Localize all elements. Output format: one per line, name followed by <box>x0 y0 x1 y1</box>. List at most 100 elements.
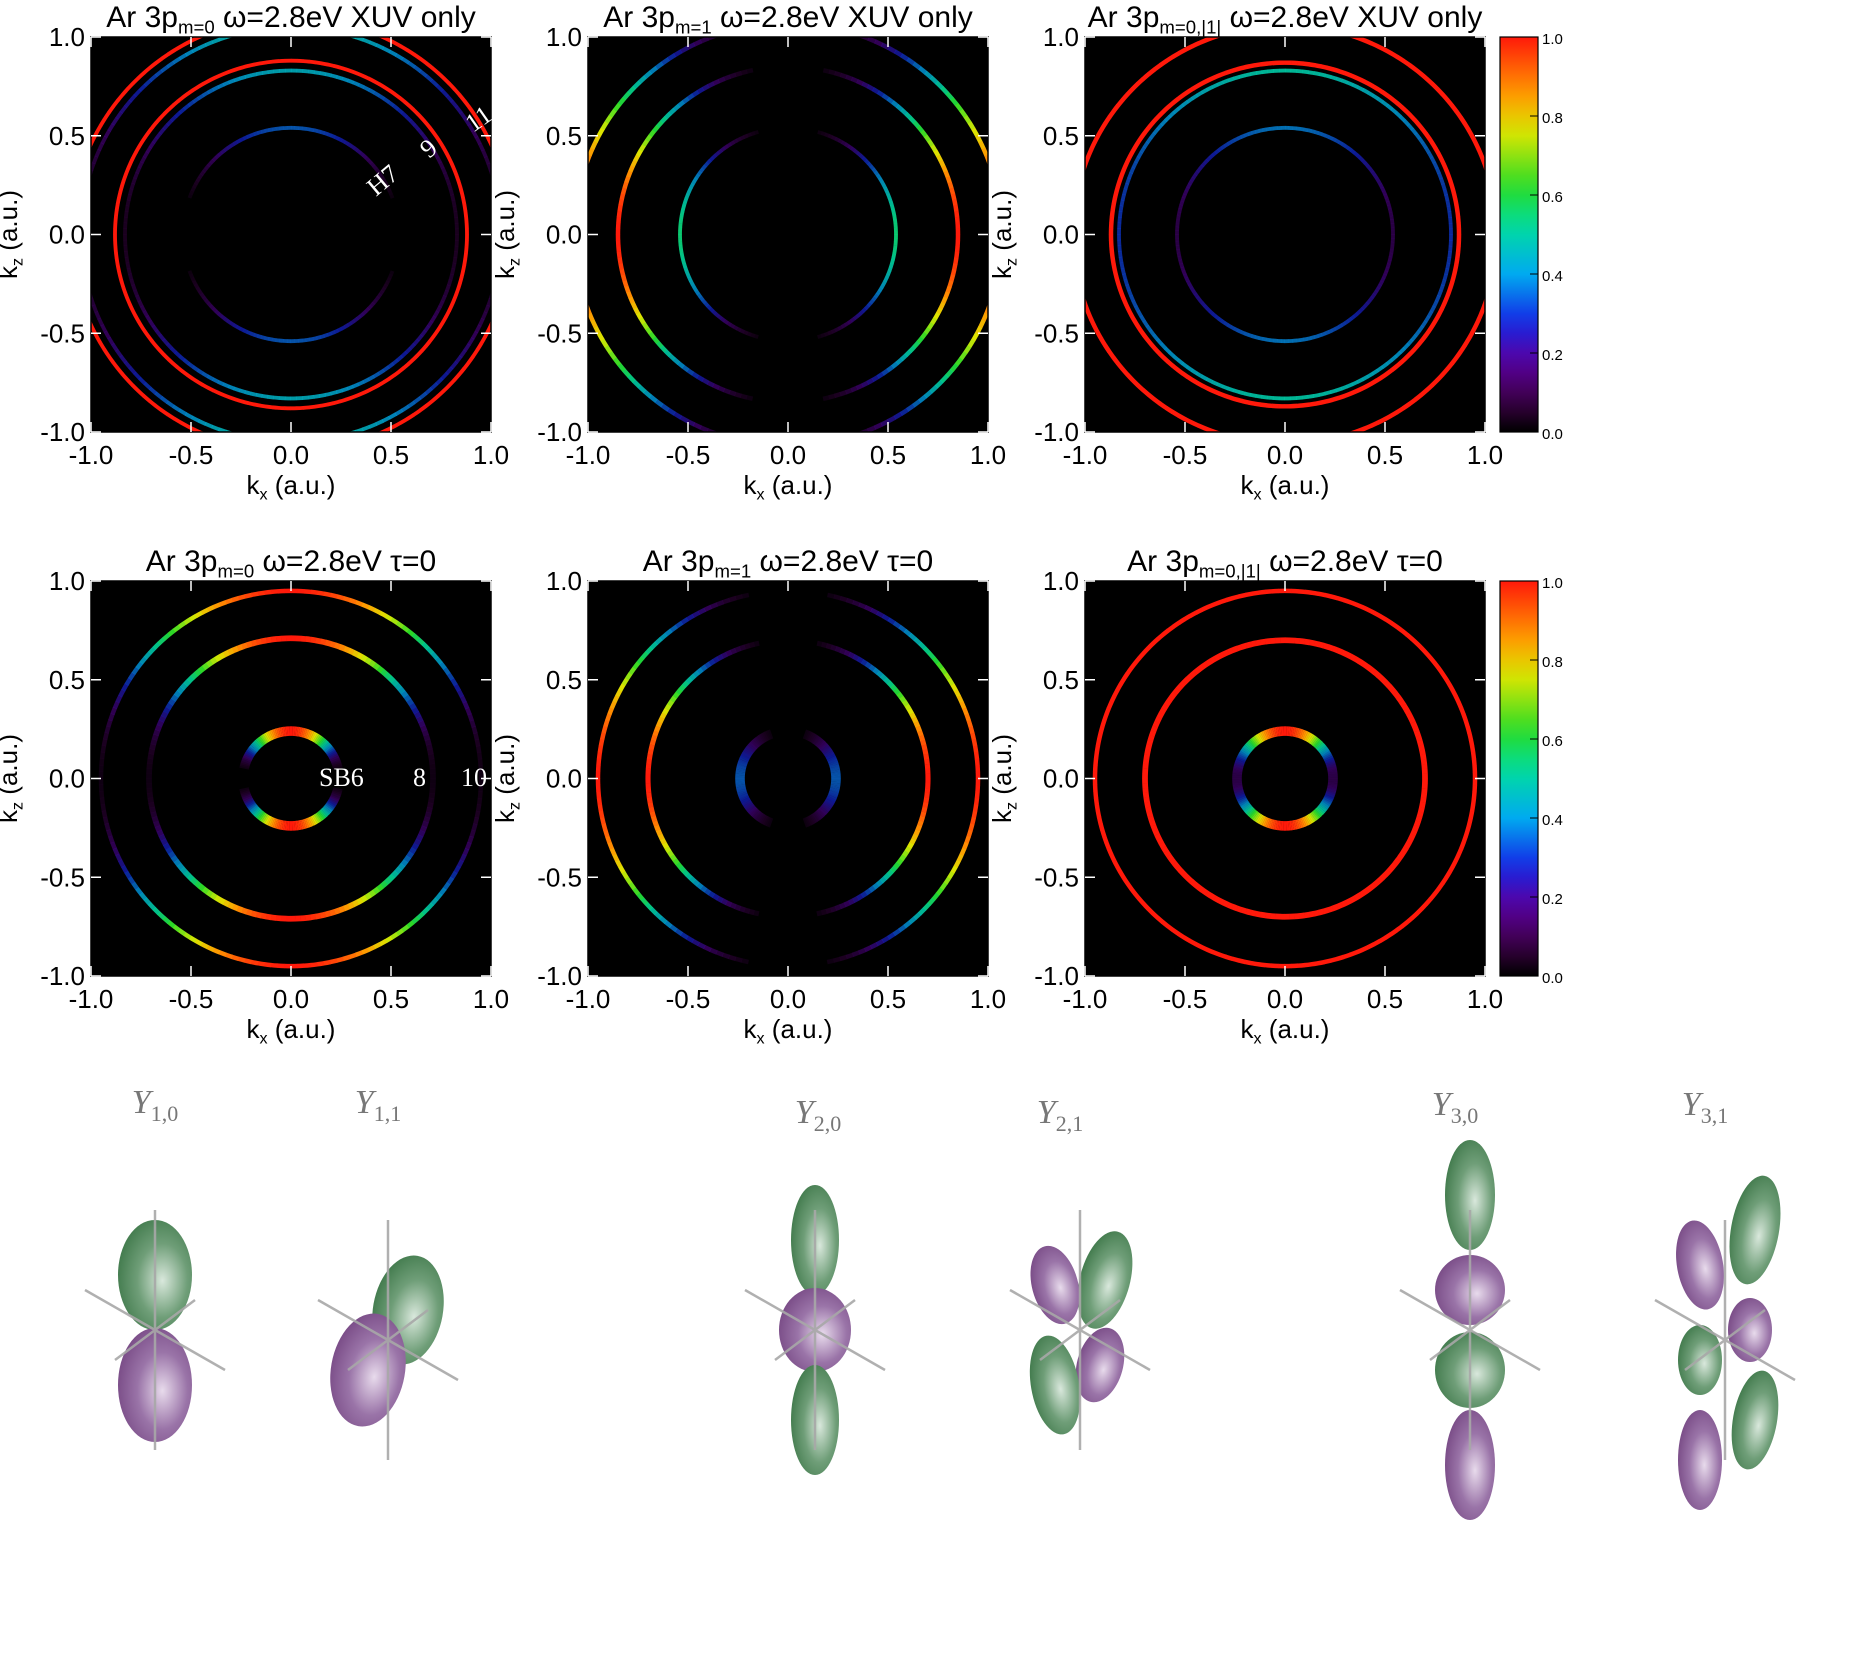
ring-10 <box>1092 588 1478 969</box>
y-tick-label: 0.0 <box>49 220 85 250</box>
harmonic-label: Y3,1 <box>1682 1086 1728 1128</box>
ring-8 <box>146 635 436 922</box>
annotation-label: 8 <box>413 763 426 792</box>
x-tick-label: 0.0 <box>273 984 309 1014</box>
y-tick-label: -1.0 <box>537 961 582 991</box>
colorbar-gradient <box>1499 580 1539 977</box>
axis-ticks: -1.0 -0.5 0.0 0.5 1.0 -1.0 -0.5 0.0 0.5 1.0 <box>537 566 1006 1014</box>
plot-background <box>1085 37 1485 432</box>
x-tick-label: 0.0 <box>273 440 309 470</box>
coordinate-axes <box>744 1210 886 1450</box>
colorbar-2: 1.0 0.8 0.6 0.4 0.2 0.0 <box>1499 575 1563 987</box>
x-tick-label: 0.5 <box>1367 984 1403 1014</box>
y-tick-label: -1.0 <box>1034 417 1079 447</box>
x-tick-label: -0.5 <box>666 440 711 470</box>
green-lobe <box>1731 1370 1779 1470</box>
ring-9 <box>123 68 459 401</box>
x-axis-label: kx (a.u.) <box>1241 1014 1330 1048</box>
ring-outer-2 <box>113 58 469 411</box>
x-tick-label: -0.5 <box>1163 440 1208 470</box>
x-axis-label: kx (a.u.) <box>247 470 336 504</box>
y-tick-label: -1.0 <box>537 417 582 447</box>
purple-lobe <box>1030 1245 1080 1325</box>
panel-1: -1.0 -0.5 0.0 0.5 1.0 -1.0 -0.5 0.0 0.5 1.0 Ar 3pm… <box>0 1 509 504</box>
x-tick-label: 1.0 <box>1467 440 1503 470</box>
y-tick-label: 0.0 <box>546 764 582 794</box>
x-tick-label: 0.5 <box>870 440 906 470</box>
y-tick-label: 0.5 <box>49 665 85 695</box>
y-tick-label: 1.0 <box>49 22 85 52</box>
x-tick-label: -1.0 <box>1063 984 1108 1014</box>
y-tick-label: 0.5 <box>49 121 85 151</box>
ring-annotations: SB6 8 10 <box>319 763 487 792</box>
purple-lobe <box>1445 1410 1495 1520</box>
ring-10 <box>595 592 981 965</box>
green-lobe <box>1729 1175 1781 1285</box>
y-tick-label: -0.5 <box>537 862 582 892</box>
harmonic-2-1: Y2,1 <box>1009 1094 1151 1450</box>
coordinate-axes <box>317 1220 459 1460</box>
panel-title: Ar 3pm=0,|1| ω=2.8eV XUV only <box>1088 1 1483 38</box>
ring-10 <box>98 588 484 969</box>
harmonic-label: Y1,1 <box>355 1084 401 1126</box>
colorbar-tick-label: 1.0 <box>1542 31 1563 48</box>
colorbar-1: 1.0 0.8 0.6 0.4 0.2 0.0 <box>1499 31 1563 443</box>
green-lobe <box>1029 1335 1081 1435</box>
y-tick-label: -0.5 <box>40 862 85 892</box>
colorbar-tick-label: 0.2 <box>1542 891 1563 908</box>
ring-9 <box>615 68 961 401</box>
x-tick-label: -0.5 <box>169 984 214 1014</box>
annotation-label: SB6 <box>319 763 364 792</box>
x-axis-label: kx (a.u.) <box>1241 470 1330 504</box>
y-tick-label: -0.5 <box>40 318 85 348</box>
colorbar-gradient <box>1499 36 1539 433</box>
ring-SB6 <box>1232 726 1338 831</box>
y-tick-label: 0.0 <box>1043 220 1079 250</box>
ring-SB6 <box>735 729 841 828</box>
y-tick-label: 0.5 <box>1043 121 1079 151</box>
ring-11 <box>1085 37 1485 432</box>
y-tick-label: 0.0 <box>1043 764 1079 794</box>
ring-8 <box>645 640 931 917</box>
panel-title: Ar 3pm=0 ω=2.8eV τ=0 <box>146 545 437 582</box>
coordinate-axes <box>84 1210 226 1450</box>
x-tick-label: 0.0 <box>1267 984 1303 1014</box>
coordinate-axes <box>1654 1220 1796 1460</box>
y-axis-label: kz (a.u.) <box>490 734 524 823</box>
x-tick-label: -0.5 <box>169 440 214 470</box>
panel-title: Ar 3pm=1 ω=2.8eV XUV only <box>603 1 973 38</box>
y-tick-label: -0.5 <box>1034 862 1079 892</box>
x-tick-label: 0.0 <box>1267 440 1303 470</box>
y-tick-label: -1.0 <box>40 417 85 447</box>
y-axis-label: kz (a.u.) <box>987 734 1021 823</box>
harmonic-label: Y2,1 <box>1037 1094 1083 1136</box>
colorbar-tick-label: 0.6 <box>1542 189 1563 206</box>
y-tick-label: 0.5 <box>546 121 582 151</box>
axis-ticks: -1.0 -0.5 0.0 0.5 1.0 -1.0 -0.5 0.0 0.5 1.0 <box>40 22 509 470</box>
x-tick-label: -1.0 <box>566 984 611 1014</box>
y-axis-label: kz (a.u.) <box>987 190 1021 279</box>
axis-ticks: -1.0 -0.5 0.0 0.5 1.0 -1.0 -0.5 0.0 0.5 1.0 <box>40 566 509 1014</box>
y-tick-label: 1.0 <box>546 566 582 596</box>
x-tick-label: 0.0 <box>770 984 806 1014</box>
x-tick-label: 0.5 <box>373 440 409 470</box>
panel-title: Ar 3pm=1 ω=2.8eV τ=0 <box>643 545 934 582</box>
panel-3: -1.0 -0.5 0.0 0.5 1.0 -1.0 -0.5 0.0 0.5 1.0 Ar 3pm… <box>987 1 1503 504</box>
y-tick-label: 1.0 <box>1043 566 1079 596</box>
harmonic-3-1: Y3,1 <box>1654 1086 1796 1510</box>
colorbar-tick-label: 0.4 <box>1542 268 1563 285</box>
y-tick-label: 0.0 <box>546 220 582 250</box>
panel-6: -1.0 -0.5 0.0 0.5 1.0 -1.0 -0.5 0.0 0.5 1.0 Ar 3pm… <box>987 545 1503 1048</box>
panel-title: Ar 3pm=0 ω=2.8eV XUV only <box>106 1 476 38</box>
panel-5: -1.0 -0.5 0.0 0.5 1.0 -1.0 -0.5 0.0 0.5 1.0 Ar 3pm… <box>490 545 1006 1048</box>
y-tick-label: -1.0 <box>1034 961 1079 991</box>
axis-ticks: -1.0 -0.5 0.0 0.5 1.0 -1.0 -0.5 0.0 0.5 1.0 <box>1034 566 1503 1014</box>
colorbar-tick-label: 1.0 <box>1542 575 1563 592</box>
purple-lobe <box>1676 1220 1724 1310</box>
y-tick-label: -0.5 <box>1034 318 1079 348</box>
x-tick-label: 0.5 <box>870 984 906 1014</box>
harmonic-label: Y3,0 <box>1432 1086 1478 1128</box>
purple-lobe <box>1728 1298 1772 1362</box>
y-tick-label: 1.0 <box>49 566 85 596</box>
